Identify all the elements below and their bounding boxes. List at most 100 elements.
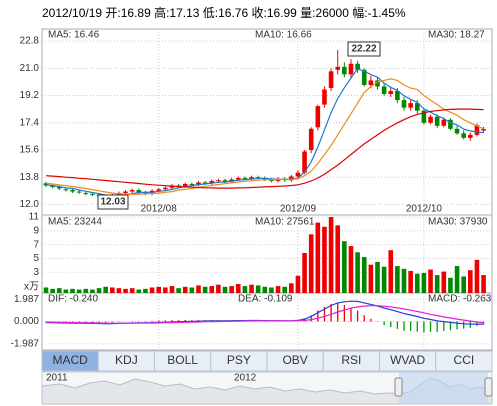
y-tick-label: 3 [33, 267, 39, 278]
volume-bar [242, 286, 248, 293]
y-unit: x万 [24, 282, 39, 293]
navigator-label: 2012 [234, 373, 257, 384]
candle-body [395, 91, 400, 101]
candle-body [342, 66, 347, 75]
navigator-handle[interactable] [484, 377, 493, 397]
candle-body [335, 66, 341, 70]
candle-body [50, 185, 55, 188]
tab-label[interactable]: RSI [341, 353, 361, 367]
annotation: 22.22 [351, 44, 376, 55]
volume-bar [375, 261, 380, 293]
navigator-selection[interactable] [399, 372, 488, 404]
volume-bar [388, 250, 394, 293]
volume-bar [381, 266, 387, 293]
volume-bar [328, 217, 334, 293]
navigator-handle[interactable] [394, 377, 403, 397]
navigator-label: 2011 [46, 373, 68, 384]
y-tick-label: 21.0 [20, 63, 40, 74]
volume-bar [156, 286, 162, 293]
tab-label[interactable]: KDJ [115, 353, 138, 367]
candle-body [269, 179, 274, 181]
tab-label[interactable]: WVAD [390, 353, 425, 367]
candle-body [163, 187, 168, 190]
volume-bar [308, 234, 314, 293]
volume-bar [255, 285, 261, 293]
volume-bar [110, 287, 115, 293]
volume-bar [123, 288, 128, 293]
candle-body [428, 116, 433, 123]
legend-label: MA5: 16.46 [48, 30, 100, 41]
volume-bar [368, 264, 374, 293]
candle-body [348, 63, 354, 75]
annotation: 12.03 [100, 197, 125, 208]
candle-body [242, 177, 248, 179]
candle-body [90, 193, 95, 195]
legend-label: DEA: -0.109 [238, 294, 293, 305]
tab-label[interactable]: OBV [282, 353, 307, 367]
tab-label[interactable]: BOLL [167, 353, 198, 367]
candle-body [421, 110, 427, 123]
volume-bar [96, 288, 102, 293]
volume-bar [222, 286, 228, 293]
candle-body [129, 190, 135, 192]
tab-label[interactable]: PSY [227, 353, 251, 367]
volume-bar [322, 226, 327, 293]
volume-bar [103, 286, 108, 293]
candle-body [76, 191, 82, 193]
volume-bar [282, 286, 287, 293]
candle-body [381, 86, 387, 95]
candle-body [401, 100, 407, 108]
x-tick-label: 2012/10 [406, 204, 443, 215]
y-tick-label: 9 [33, 226, 39, 237]
volume-bar [461, 276, 466, 293]
candle-body [56, 187, 62, 189]
legend-label: MA5: 23244 [48, 217, 102, 228]
legend-label: MACD: -0.263 [428, 294, 492, 305]
candle-body [222, 180, 228, 182]
candle-body [63, 189, 69, 191]
legend-label: MA10: 16.66 [255, 30, 312, 41]
volume-bar [361, 257, 367, 293]
volume-bar [209, 286, 215, 293]
candle-body [136, 190, 142, 193]
y-tick-label: 0.000 [14, 316, 39, 327]
tab-label[interactable]: MACD [52, 353, 88, 367]
volume-bar [395, 266, 400, 293]
volume-bar [129, 288, 135, 293]
volume-bar [149, 287, 155, 293]
tab-label[interactable]: CCI [454, 353, 475, 367]
candle-body [315, 106, 321, 128]
volume-bar [275, 286, 281, 293]
legend-label: MA10: 27561 [255, 217, 315, 228]
candle-body [123, 191, 128, 194]
y-tick-label: 7 [33, 239, 39, 250]
candle-body [302, 151, 307, 173]
volume-bar [116, 288, 122, 293]
volume-bar [269, 287, 274, 293]
candle-body [474, 125, 480, 135]
volume-bar [182, 286, 188, 293]
tab[interactable] [435, 350, 493, 372]
candle-body [189, 184, 195, 185]
legend-label: MA30: 37930 [428, 217, 488, 228]
volume-bar [454, 266, 460, 293]
volume-bar [249, 284, 254, 293]
volume-bar [63, 289, 69, 293]
candle-body [361, 69, 367, 85]
line [45, 108, 484, 189]
volume-bar [315, 222, 321, 293]
volume-bar [302, 252, 307, 293]
candle-body [235, 177, 241, 180]
candle-body [414, 103, 420, 111]
volume-bar [229, 286, 234, 293]
line [45, 305, 484, 324]
candle-body [448, 119, 453, 129]
candle-body [328, 71, 334, 88]
y-tick-label: 5 [33, 253, 39, 264]
volume-bar [441, 271, 447, 293]
y-tick-label: 15.6 [20, 145, 40, 156]
y-tick-label: 22.8 [20, 36, 40, 47]
line [45, 78, 484, 195]
